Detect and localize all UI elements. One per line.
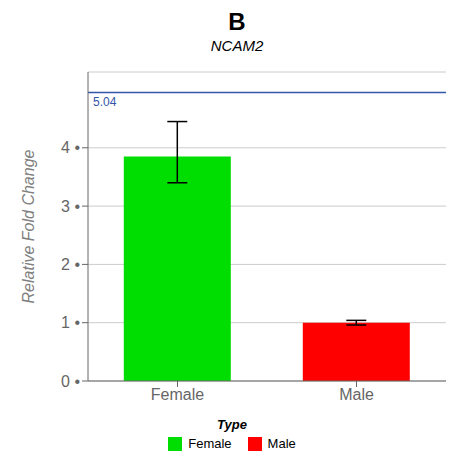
- html-text:Female: Female: [188, 436, 232, 451]
- html-text:Male: Male: [267, 436, 296, 451]
- svg-text:Male: Male: [339, 386, 374, 403]
- svg-text:1 •: 1 •: [61, 314, 80, 331]
- svg-text:3 •: 3 •: [61, 198, 80, 215]
- svg-text:Female: Female: [151, 386, 204, 403]
- svg-text:Relative Fold Change: Relative Fold Change: [20, 149, 37, 303]
- html-text:Type: Type: [217, 417, 247, 432]
- svg-text:4 •: 4 •: [61, 139, 80, 156]
- svg-text:2 •: 2 •: [61, 256, 80, 273]
- svg-text:5.04: 5.04: [93, 95, 117, 109]
- html-text:NCAM2: NCAM2: [210, 37, 264, 54]
- svg-text:0 •: 0 •: [61, 373, 80, 390]
- html-text:B: B: [228, 8, 246, 35]
